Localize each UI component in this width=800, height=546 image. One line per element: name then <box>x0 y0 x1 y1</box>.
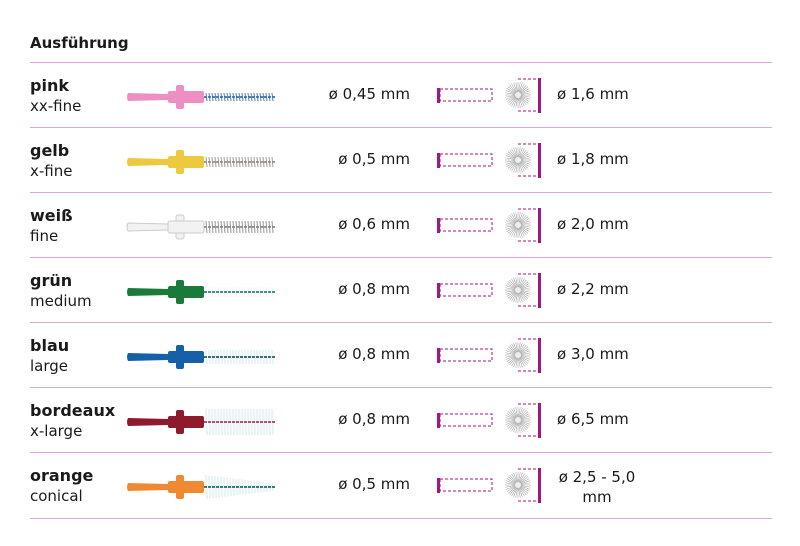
brush-image <box>127 408 276 436</box>
table-row: pink xx-fine ø 0,45 mm ø 1,6 mm <box>30 62 772 128</box>
section-title: Ausführung <box>30 34 129 52</box>
color-name: orange <box>30 466 94 485</box>
brush-image <box>127 150 276 174</box>
brush-diameter: ø 1,8 mm <box>557 150 629 168</box>
table-row: bordeaux x-large ø 0,8 mm ø 6,5 mm <box>30 387 772 453</box>
brush-cross-section-icon <box>505 277 531 303</box>
diameter-diagram <box>437 338 541 373</box>
variant-name: weiß fine <box>30 205 73 247</box>
brush-image <box>127 474 276 500</box>
brush-cross-section-icon <box>505 82 531 108</box>
brush-diameter: ø 2,5 - 5,0 mm <box>558 468 636 506</box>
brush-cross-section-icon <box>505 342 531 368</box>
brush-diameter: ø 1,6 mm <box>557 85 629 103</box>
variant-name: grün medium <box>30 270 92 312</box>
brush-image <box>126 214 276 240</box>
color-name: pink <box>30 76 69 95</box>
table-row: orange conical ø 0,5 mm ø 2,5 - 5,0 mm <box>30 452 772 519</box>
wire-diameter: ø 0,5 mm <box>338 475 410 493</box>
wire-diameter: ø 0,5 mm <box>338 150 410 168</box>
color-name: weiß <box>30 206 73 225</box>
brush-diameter: ø 6,5 mm <box>557 410 629 428</box>
brush-image <box>127 345 276 369</box>
size-name: x-fine <box>30 162 73 180</box>
brush-diameter: ø 3,0 mm <box>557 345 629 363</box>
brush-image <box>127 280 276 304</box>
wire-diameter: ø 0,8 mm <box>338 280 410 298</box>
wire-diameter: ø 0,8 mm <box>338 410 410 428</box>
diameter-diagram <box>437 143 541 178</box>
variant-name: blau large <box>30 335 69 377</box>
diameter-diagram <box>437 273 541 308</box>
size-name: x-large <box>30 422 83 440</box>
brush-image <box>127 85 276 109</box>
diameter-diagram <box>437 208 541 243</box>
brush-cross-section-icon <box>505 407 531 433</box>
color-name: grün <box>30 271 73 290</box>
brush-cross-section-icon <box>505 147 531 173</box>
diameter-diagram <box>437 468 541 503</box>
size-name: large <box>30 357 69 375</box>
size-name: xx-fine <box>30 97 82 115</box>
diameter-diagram <box>437 78 541 113</box>
wire-diameter: ø 0,8 mm <box>338 345 410 363</box>
brush-cross-section-icon <box>505 472 531 498</box>
brush-diameter: ø 2,0 mm <box>557 215 629 233</box>
size-name: fine <box>30 227 59 245</box>
table-row: gelb x-fine ø 0,5 mm ø 1,8 mm <box>30 127 772 193</box>
color-name: gelb <box>30 141 70 160</box>
variant-name: bordeaux x-large <box>30 400 115 442</box>
size-name: conical <box>30 487 83 505</box>
color-name: blau <box>30 336 70 355</box>
wire-diameter: ø 0,6 mm <box>338 215 410 233</box>
diameter-diagram <box>437 403 541 438</box>
color-name: bordeaux <box>30 401 116 420</box>
size-name: medium <box>30 292 92 310</box>
table-row: grün medium ø 0,8 mm ø 2,2 mm <box>30 257 772 323</box>
brush-diameter: ø 2,2 mm <box>557 280 629 298</box>
variant-name: pink xx-fine <box>30 75 81 117</box>
variant-name: gelb x-fine <box>30 140 72 182</box>
brush-cross-section-icon <box>505 212 531 238</box>
variant-name: orange conical <box>30 465 93 507</box>
table-row: blau large ø 0,8 mm ø 3,0 mm <box>30 322 772 388</box>
wire-diameter: ø 0,45 mm <box>328 85 410 103</box>
table-row: weiß fine ø 0,6 mm ø 2,0 mm <box>30 192 772 258</box>
